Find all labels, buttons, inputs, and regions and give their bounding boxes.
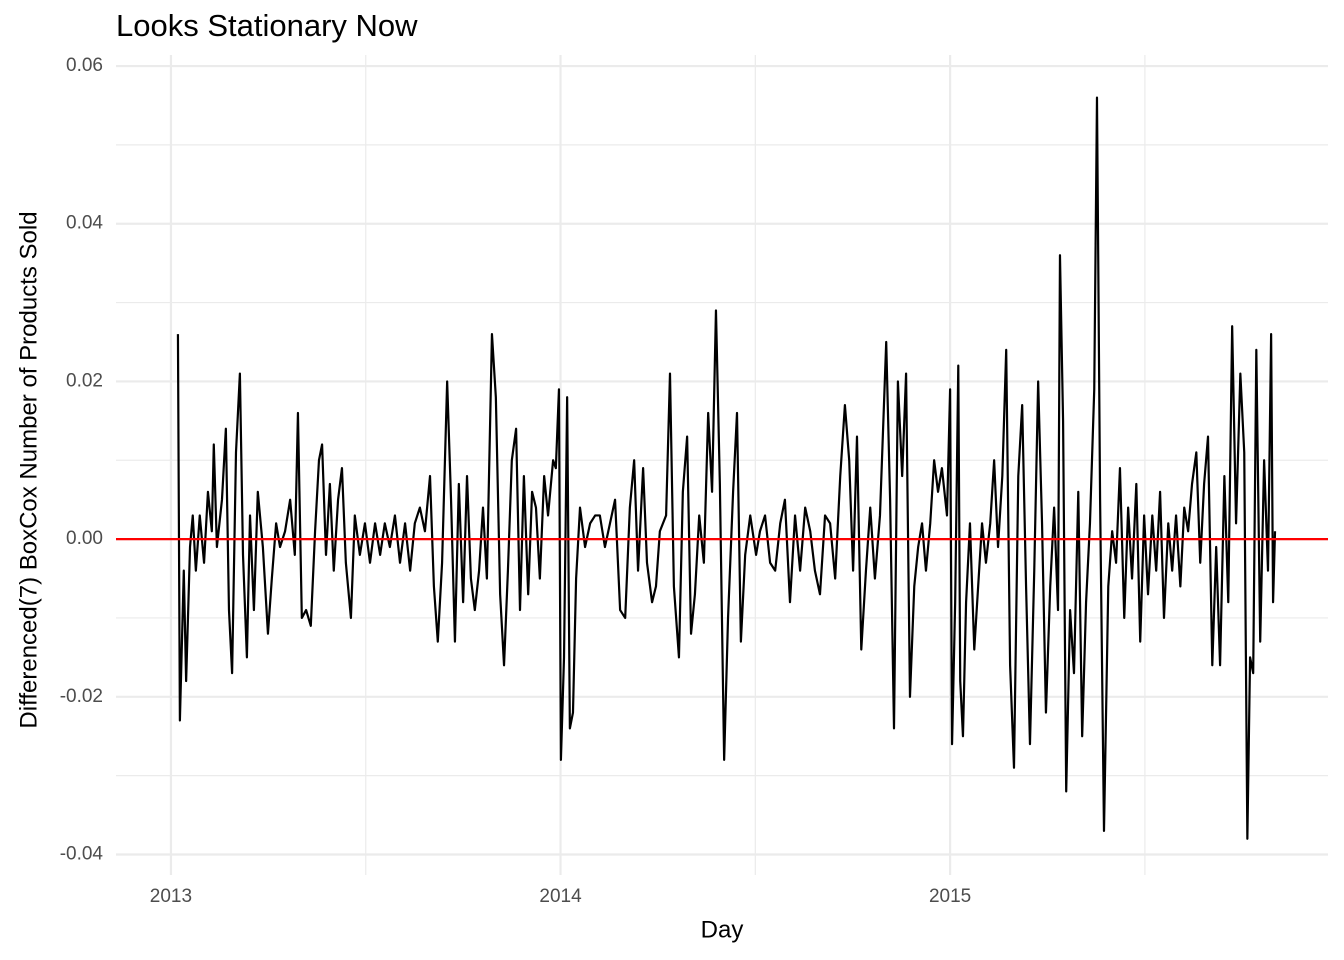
y-tick-label: 0.00 <box>66 528 103 549</box>
series-line <box>176 96 1277 840</box>
y-axis-label: Differenced(7) BoxCox Number of Products… <box>15 211 42 728</box>
y-tick-label: 0.02 <box>66 370 103 391</box>
x-tick-label: 2015 <box>929 886 971 907</box>
x-tick-label: 2013 <box>150 886 192 907</box>
x-axis-label: Day <box>701 916 744 943</box>
y-tick-label: 0.06 <box>66 55 103 76</box>
chart-title: Looks Stationary Now <box>116 8 418 43</box>
y-tick-label: -0.04 <box>60 844 104 865</box>
y-tick-label: 0.04 <box>66 213 103 234</box>
x-tick-label: 2014 <box>539 886 582 907</box>
y-tick-label: -0.02 <box>60 686 103 707</box>
